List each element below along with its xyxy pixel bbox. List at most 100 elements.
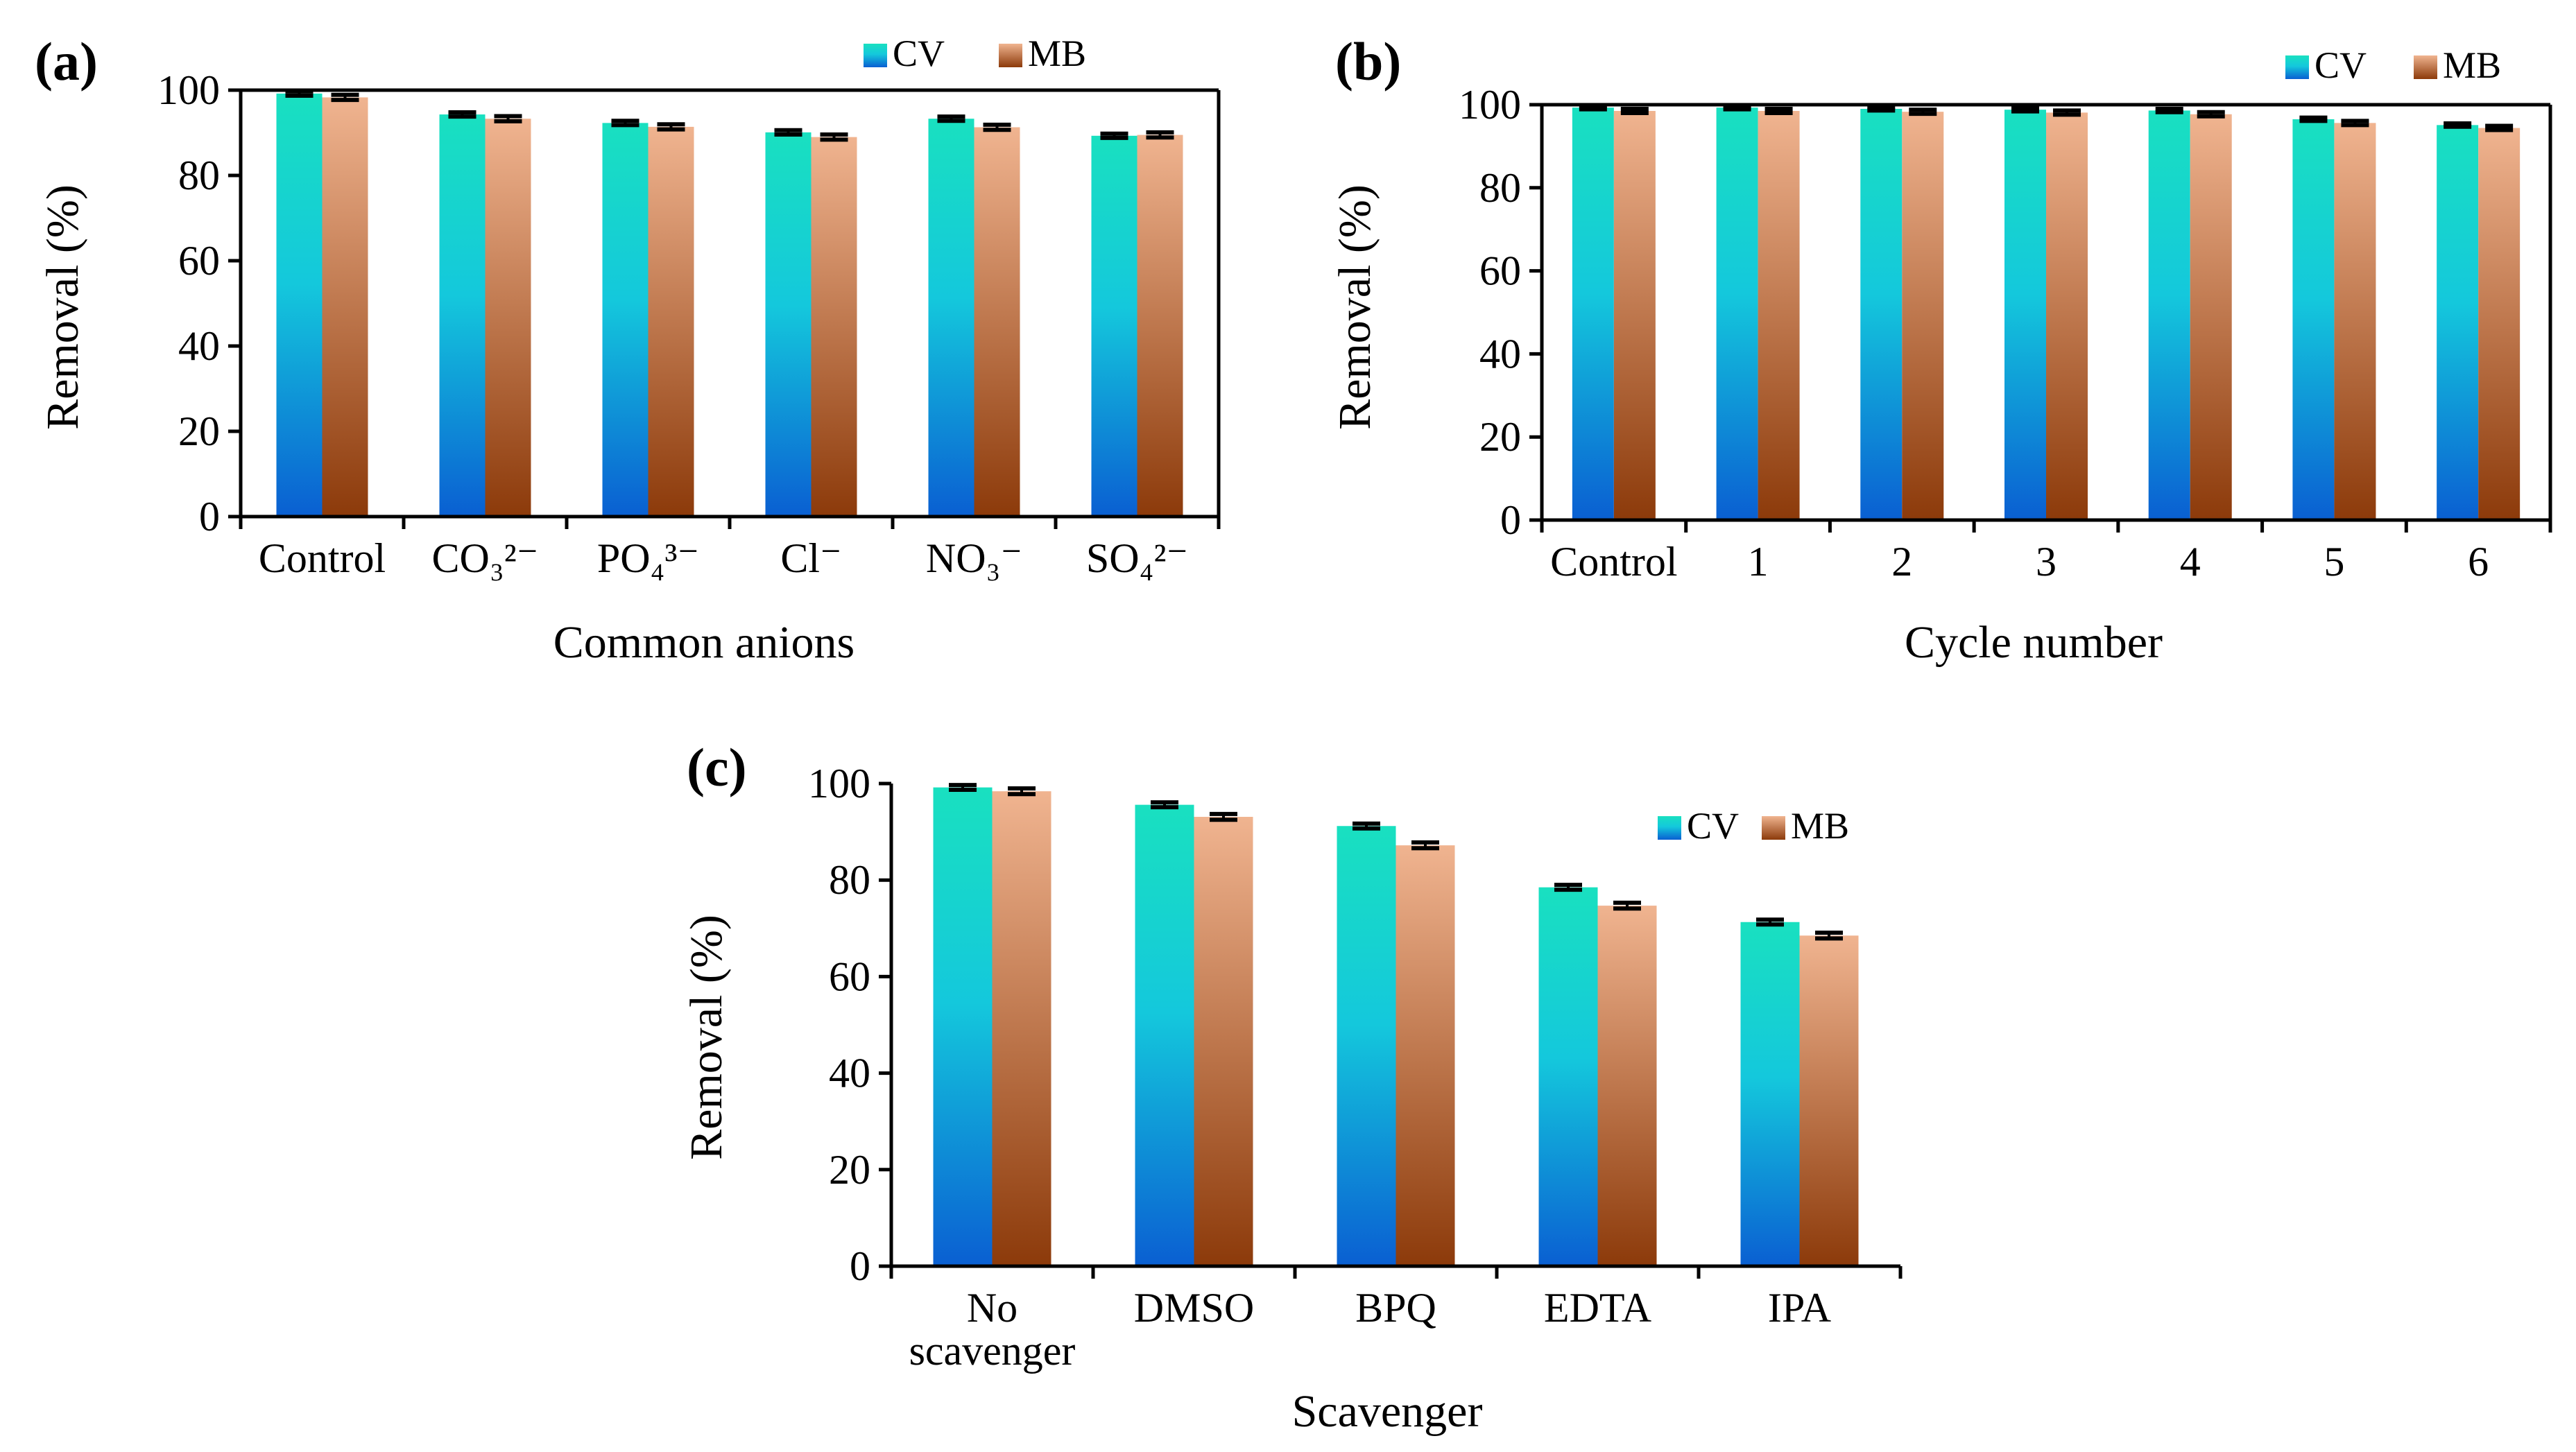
bar-b-cv-5: [2292, 119, 2335, 521]
error-bar-b-mb-4: [2197, 110, 2225, 119]
x-tick-label-a-4: NO₃⁻: [926, 535, 1022, 581]
legend-b: CV MB: [2285, 44, 2501, 86]
bar-c-cv-1: [1135, 804, 1194, 1266]
bar-c-cv-3: [1538, 887, 1598, 1266]
y-axis-title-a: Removal (%): [37, 184, 88, 430]
error-bar-b-cv-3: [2011, 105, 2039, 114]
bar-c-mb-0: [992, 791, 1051, 1266]
y-tick-label-b-2: 40: [1479, 331, 1521, 377]
bar-a-mb-3: [811, 137, 857, 517]
x-tick-label-a-2: PO₄³⁻: [597, 535, 699, 581]
x-axis-title-a: Common anions: [553, 617, 855, 668]
y-tick-label-a-2: 40: [178, 323, 220, 369]
y-tick-label-c-4: 80: [829, 857, 870, 903]
bar-a-mb-4: [974, 127, 1020, 517]
legend-label-b-mb: MB: [2443, 44, 2501, 86]
bar-a-cv-1: [439, 114, 486, 517]
bar-b-cv-6: [2437, 125, 2479, 520]
bar-c-mb-2: [1396, 845, 1455, 1266]
legend-swatch-a-mb: [999, 44, 1022, 67]
error-bar-b-cv-5: [2299, 115, 2328, 123]
bar-a-mb-1: [485, 119, 531, 517]
x-tick-label-b-2: 2: [1891, 539, 1912, 585]
y-tick-label-c-0: 0: [850, 1243, 870, 1289]
bar-b-cv-0: [1572, 107, 1614, 520]
bar-b-mb-4: [2190, 114, 2232, 521]
legend-label-c-cv: CV: [1687, 805, 1739, 847]
y-tick-label-b-1: 20: [1479, 414, 1521, 460]
error-bar-b-cv-0: [1579, 103, 1607, 112]
error-bar-b-cv-6: [2444, 121, 2472, 129]
bar-c-mb-4: [1799, 935, 1859, 1266]
error-bar-b-cv-1: [1723, 103, 1751, 112]
x-tick-label-c-3: EDTA: [1544, 1285, 1651, 1331]
bar-c-cv-4: [1740, 922, 1800, 1266]
bar-c-mb-1: [1194, 817, 1253, 1266]
x-axis-title-c: Scavenger: [1292, 1386, 1483, 1437]
x-tick-label-b-3: 3: [2036, 539, 2056, 585]
bar-a-cv-4: [928, 119, 974, 517]
error-bar-c-cv-2: [1353, 821, 1380, 831]
y-tick-label-a-0: 0: [199, 494, 220, 539]
error-bar-c-cv-3: [1554, 883, 1582, 892]
plot-area-b: 0 20 40 60 80 100 Control 1 2 3 4 5 6 CV MB: [1459, 44, 2552, 585]
x-tick-label-b-0: Control: [1550, 539, 1677, 585]
x-tick-label-b-5: 5: [2324, 539, 2344, 585]
bar-c-mb-3: [1597, 906, 1657, 1266]
error-bar-b-mb-1: [1764, 106, 1793, 115]
bar-b-mb-2: [1902, 112, 1944, 521]
bar-a-cv-0: [276, 93, 323, 517]
chart-b: (b) 0 20 40 60 80 100 Control 1 2 3 4 5 6 CV MB Cycle …: [1330, 31, 2552, 668]
x-tick-label-b-4: 4: [2180, 539, 2201, 585]
x-tick-label-a-3: Cl⁻: [780, 535, 841, 581]
legend-a: CV MB: [864, 33, 1086, 74]
error-bar-c-mb-3: [1613, 900, 1641, 911]
bar-b-mb-5: [2334, 123, 2376, 520]
error-bar-a-mb-2: [657, 122, 685, 132]
bar-a-cv-2: [602, 123, 649, 517]
error-bar-c-cv-0: [949, 783, 977, 793]
bar-b-mb-0: [1613, 110, 1656, 521]
x-tick-label-c-2: BPQ: [1355, 1285, 1436, 1331]
error-bar-b-mb-5: [2341, 119, 2369, 128]
y-tick-label-a-5: 100: [157, 67, 220, 113]
x-tick-label-a-5: SO₄²⁻: [1086, 535, 1188, 581]
x-tick-label-b-6: 6: [2468, 539, 2489, 585]
bar-b-mb-1: [1758, 110, 1800, 521]
legend-c: CV MB: [1658, 805, 1849, 847]
panel-label-a: (a): [35, 31, 98, 92]
y-tick-label-c-3: 60: [829, 953, 870, 999]
y-tick-label-b-3: 60: [1479, 248, 1521, 294]
error-bar-a-mb-4: [983, 122, 1011, 132]
x-tick-label-a-1: CO₃²⁻: [432, 535, 539, 581]
legend-swatch-c-cv: [1658, 816, 1681, 840]
error-bar-a-mb-5: [1146, 130, 1174, 140]
chart-c: (c) 0 20 40 60 80 100 No scavenger DMSO BPQ EDTA IP…: [681, 737, 1903, 1437]
error-bar-a-cv-2: [611, 119, 639, 128]
error-bar-c-mb-0: [1008, 786, 1036, 797]
y-tick-label-b-4: 80: [1479, 165, 1521, 211]
y-tick-label-c-2: 40: [829, 1051, 870, 1096]
panel-label-b: (b): [1335, 31, 1401, 92]
error-bar-a-cv-3: [774, 128, 802, 137]
bar-b-cv-2: [1860, 108, 1903, 521]
x-tick-label-c-1: DMSO: [1134, 1285, 1254, 1331]
error-bar-b-cv-4: [2155, 106, 2183, 114]
plot-area-c: 0 20 40 60 80 100 No scavenger DMSO BPQ EDTA IPA CV M…: [808, 761, 1903, 1374]
x-tick-label-c-4: IPA: [1768, 1285, 1831, 1331]
y-tick-label-c-1: 20: [829, 1147, 870, 1193]
y-axis-title-c: Removal (%): [681, 915, 732, 1160]
bar-c-cv-0: [933, 787, 993, 1266]
error-bar-a-cv-5: [1100, 131, 1128, 140]
y-tick-label-b-0: 0: [1500, 497, 1521, 543]
error-bar-b-mb-2: [1909, 107, 1937, 116]
bar-a-mb-5: [1137, 135, 1183, 517]
error-bar-a-mb-0: [331, 92, 359, 103]
bar-a-cv-5: [1091, 135, 1137, 517]
bar-a-cv-3: [765, 132, 812, 517]
x-tick-label-b-1: 1: [1748, 539, 1769, 585]
error-bar-c-mb-4: [1815, 931, 1843, 941]
legend-swatch-b-cv: [2285, 55, 2309, 79]
x-axis-title-b: Cycle number: [1905, 617, 2163, 668]
